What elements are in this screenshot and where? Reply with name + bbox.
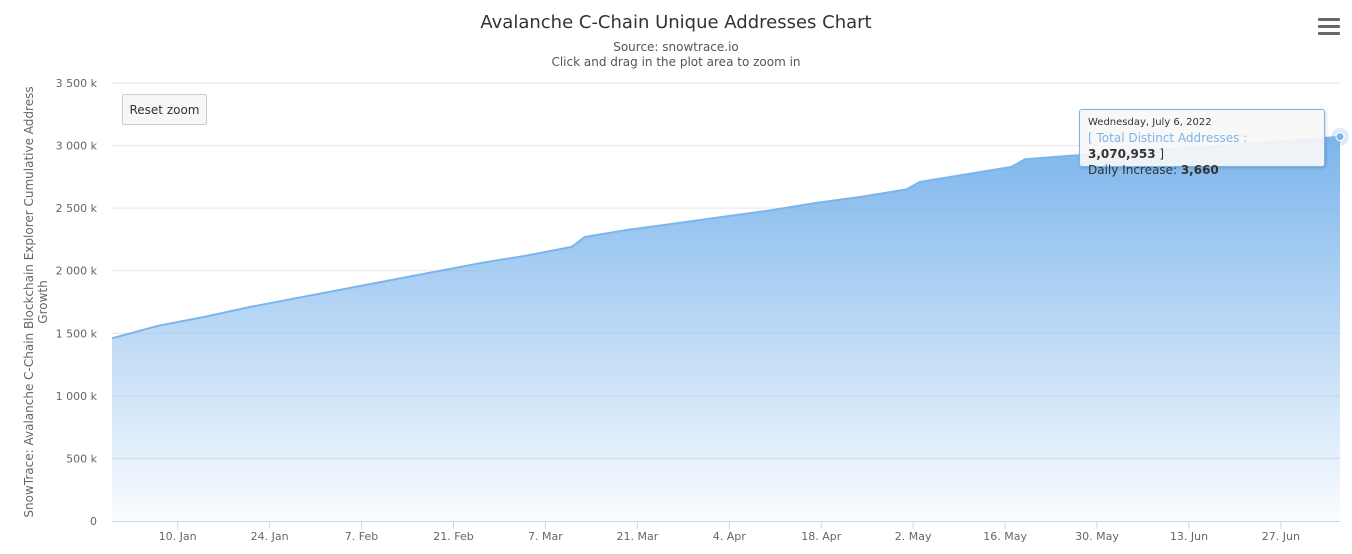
y-tick-label: 1 000 k (56, 390, 98, 403)
x-tick-label: 21. Mar (616, 530, 658, 543)
y-tick-label: 2 000 k (56, 265, 98, 278)
hover-point-marker (1331, 127, 1349, 146)
zoom-hint: Click and drag in the plot area to zoom … (551, 55, 801, 69)
tooltip: Wednesday, July 6, 2022 [ Total Distinct… (1079, 109, 1325, 177)
x-tick-label: 7. Mar (528, 530, 563, 543)
tooltip-daily-row: Daily Increase: 3,660 (1088, 162, 1316, 178)
series-area (112, 136, 1340, 521)
y-tick-label: 0 (90, 515, 97, 528)
x-axis (112, 521, 1340, 529)
y-tick-label: 3 000 k (56, 140, 98, 153)
chart-title: Avalanche C-Chain Unique Addresses Chart (480, 12, 872, 33)
x-tick-label: 30. May (1075, 530, 1119, 543)
tooltip-daily-label: Daily Increase: (1088, 163, 1181, 177)
x-tick-label: 4. Apr (713, 530, 746, 543)
y-axis-title: SnowTrace: Avalanche C-Chain Blockchain … (22, 86, 36, 517)
tooltip-open-bracket: [ (1088, 131, 1097, 145)
hamburger-menu-icon[interactable] (1318, 18, 1340, 38)
menu-bar (1318, 18, 1340, 21)
chart-subtitle: Source: snowtrace.io (613, 40, 739, 54)
tooltip-daily-value: 3,660 (1180, 163, 1219, 177)
tooltip-series-label: Total Distinct Addresses : (1096, 131, 1248, 145)
x-tick-label: 24. Jan (251, 530, 289, 543)
x-tick-label: 21. Feb (433, 530, 473, 543)
x-tick-label: 16. May (983, 530, 1027, 543)
tooltip-close-bracket: ] (1155, 147, 1165, 161)
x-tick-label: 18. Apr (801, 530, 841, 543)
x-axis-labels: 10. Jan 24. Jan 7. Feb 21. Feb 7. Mar 21. Mar… (159, 530, 1300, 543)
y-tick-label: 500 k (66, 452, 97, 465)
y-axis-labels: 0 500 k 1 000 k 1 500 k 2 000 k 2 500 k 3 000 … (56, 77, 98, 528)
x-tick-label: 2. May (895, 530, 932, 543)
x-tick-label: 27. Jun (1262, 530, 1300, 543)
x-tick-label: 7. Feb (345, 530, 378, 543)
reset-zoom-button[interactable]: Reset zoom (122, 94, 207, 125)
tooltip-date: Wednesday, July 6, 2022 (1088, 117, 1212, 128)
x-tick-label: 10. Jan (159, 530, 197, 543)
y-tick-label: 1 500 k (56, 327, 98, 340)
tooltip-series-value: 3,070,953 (1088, 147, 1156, 161)
y-axis-title-continued: Growth (36, 280, 50, 323)
y-tick-label: 2 500 k (56, 202, 98, 215)
tooltip-series-row: [ Total Distinct Addresses : 3,070,953 ] (1088, 130, 1316, 162)
menu-bar (1318, 32, 1340, 35)
menu-bar (1318, 25, 1340, 28)
x-tick-label: 13. Jun (1170, 530, 1208, 543)
y-tick-label: 3 500 k (56, 77, 98, 90)
hover-point (1335, 132, 1345, 142)
